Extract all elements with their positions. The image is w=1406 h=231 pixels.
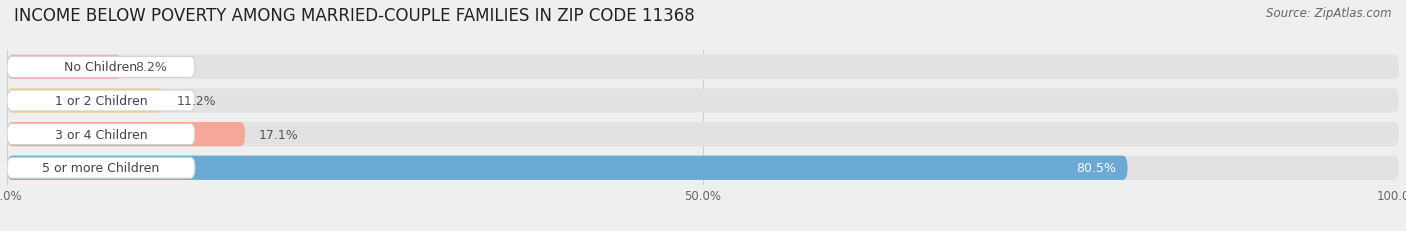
- Text: Source: ZipAtlas.com: Source: ZipAtlas.com: [1267, 7, 1392, 20]
- FancyBboxPatch shape: [7, 156, 1128, 180]
- Text: 80.5%: 80.5%: [1077, 161, 1116, 175]
- Text: 3 or 4 Children: 3 or 4 Children: [55, 128, 148, 141]
- FancyBboxPatch shape: [7, 156, 1399, 180]
- Text: INCOME BELOW POVERTY AMONG MARRIED-COUPLE FAMILIES IN ZIP CODE 11368: INCOME BELOW POVERTY AMONG MARRIED-COUPL…: [14, 7, 695, 25]
- Text: 11.2%: 11.2%: [177, 94, 217, 108]
- FancyBboxPatch shape: [7, 91, 195, 111]
- FancyBboxPatch shape: [7, 55, 121, 80]
- FancyBboxPatch shape: [7, 122, 1399, 147]
- FancyBboxPatch shape: [7, 158, 195, 178]
- FancyBboxPatch shape: [7, 55, 1399, 80]
- FancyBboxPatch shape: [7, 124, 195, 145]
- FancyBboxPatch shape: [7, 89, 1399, 113]
- FancyBboxPatch shape: [7, 57, 195, 78]
- FancyBboxPatch shape: [7, 122, 245, 147]
- Text: 1 or 2 Children: 1 or 2 Children: [55, 94, 148, 108]
- Text: 17.1%: 17.1%: [259, 128, 298, 141]
- Text: 5 or more Children: 5 or more Children: [42, 161, 160, 175]
- Text: No Children: No Children: [65, 61, 138, 74]
- Text: 8.2%: 8.2%: [135, 61, 167, 74]
- FancyBboxPatch shape: [7, 89, 163, 113]
